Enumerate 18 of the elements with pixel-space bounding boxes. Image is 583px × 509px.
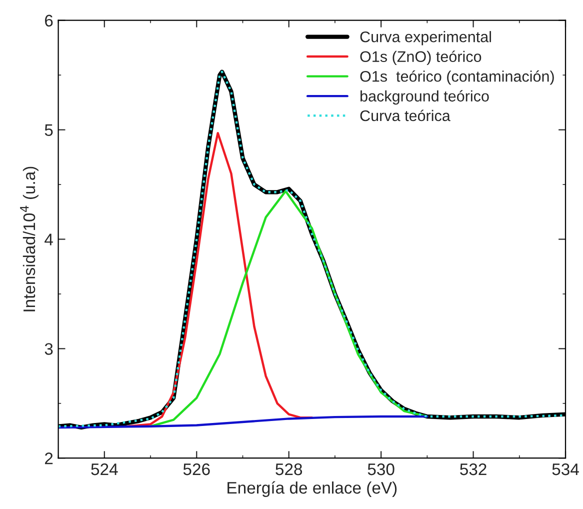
legend-label: Curva teórica xyxy=(360,110,450,122)
legend-label: O1s teórico (contaminación) xyxy=(360,70,554,85)
y-tick-label: 5 xyxy=(44,124,53,136)
legend-label: background teórico xyxy=(360,90,489,105)
y-axis-title: Intensidad/10$^{4}$ (u.a) xyxy=(20,166,38,312)
y-tick-label: 2 xyxy=(45,452,53,464)
legend-label: O1s (ZnO) teórico xyxy=(360,50,482,66)
y-tick-label: 4 xyxy=(44,234,53,246)
x-tick-label: 526 xyxy=(183,463,210,476)
legend-label: Curva experimental xyxy=(360,31,491,46)
x-tick-label: 534 xyxy=(552,463,579,476)
x-tick-label: 528 xyxy=(276,463,302,476)
y-tick-label: 6 xyxy=(45,14,53,27)
x-tick-label: 524 xyxy=(91,463,118,476)
x-tick-label: 530 xyxy=(368,463,394,476)
y-tick-label: 3 xyxy=(44,343,53,355)
x-axis-title: Energía de enlace (eV) xyxy=(228,481,397,498)
x-tick-label: 532 xyxy=(460,463,486,476)
